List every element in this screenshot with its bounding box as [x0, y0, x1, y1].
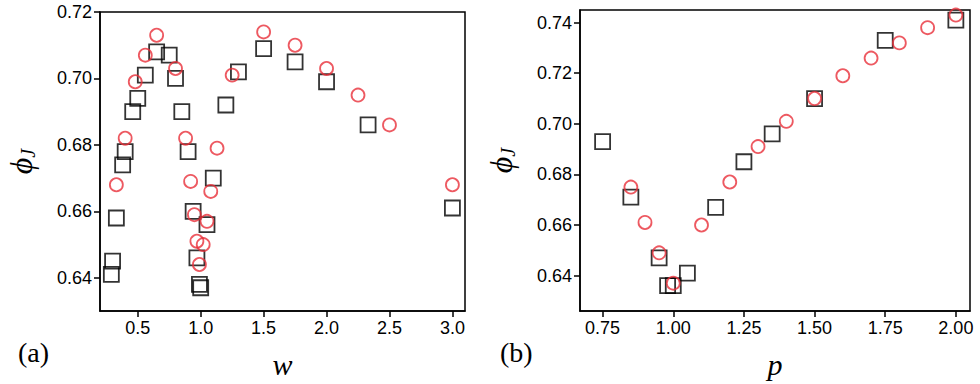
svg-text:0.5: 0.5 [125, 318, 150, 338]
svg-text:J: J [17, 148, 39, 158]
svg-text:0.70: 0.70 [537, 114, 572, 134]
svg-text:3.0: 3.0 [440, 318, 465, 338]
svg-text:1.75: 1.75 [868, 318, 903, 338]
svg-text:1.25: 1.25 [726, 318, 761, 338]
svg-text:1.00: 1.00 [656, 318, 691, 338]
svg-text:p: p [766, 348, 783, 381]
svg-text:1.5: 1.5 [251, 318, 276, 338]
svg-text:(a): (a) [18, 337, 49, 368]
svg-text:0.75: 0.75 [585, 318, 620, 338]
svg-text:(b): (b) [500, 337, 533, 368]
svg-text:0.74: 0.74 [537, 13, 572, 33]
svg-text:0.68: 0.68 [57, 135, 92, 155]
svg-text:2.00: 2.00 [938, 318, 973, 338]
svg-text:0.64: 0.64 [537, 266, 572, 286]
svg-text:0.64: 0.64 [57, 268, 92, 288]
svg-text:1.0: 1.0 [188, 318, 213, 338]
svg-text:0.66: 0.66 [57, 201, 92, 221]
svg-text:J: J [497, 147, 519, 157]
svg-text:0.68: 0.68 [537, 164, 572, 184]
svg-text:0.70: 0.70 [57, 68, 92, 88]
svg-text:w: w [272, 348, 292, 381]
svg-text:ϕ: ϕ [3, 158, 39, 175]
svg-text:1.50: 1.50 [797, 318, 832, 338]
svg-text:0.72: 0.72 [537, 63, 572, 83]
svg-text:2.0: 2.0 [314, 318, 339, 338]
svg-text:0.72: 0.72 [57, 2, 92, 22]
svg-text:0.66: 0.66 [537, 215, 572, 235]
svg-text:2.5: 2.5 [377, 318, 402, 338]
svg-text:ϕ: ϕ [483, 157, 519, 174]
